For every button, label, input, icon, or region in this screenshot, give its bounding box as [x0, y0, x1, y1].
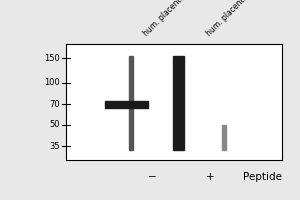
- Text: 70: 70: [49, 100, 59, 109]
- Bar: [173, 56, 184, 150]
- Bar: [105, 101, 148, 108]
- Text: hum. placenta: hum. placenta: [142, 0, 187, 38]
- Text: 35: 35: [49, 142, 59, 151]
- Text: −: −: [148, 172, 157, 182]
- Text: hum. placenta: hum. placenta: [204, 0, 250, 38]
- Text: 100: 100: [44, 78, 59, 87]
- Text: 50: 50: [49, 120, 59, 129]
- Bar: [129, 56, 133, 150]
- Bar: [222, 125, 226, 150]
- Text: Peptide: Peptide: [243, 172, 282, 182]
- Text: 150: 150: [44, 54, 59, 63]
- Text: +: +: [206, 172, 215, 182]
